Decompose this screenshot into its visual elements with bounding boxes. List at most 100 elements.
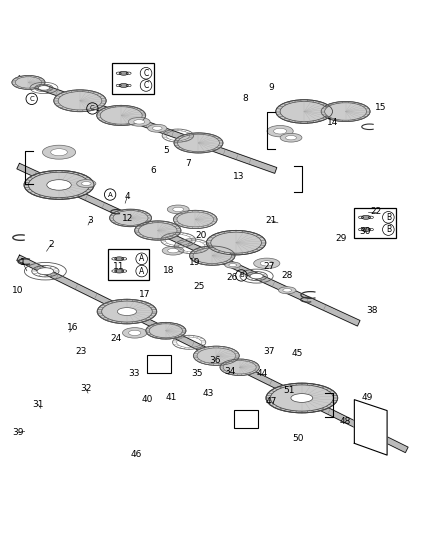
Bar — [112, 63, 153, 94]
Text: C: C — [29, 96, 34, 102]
Ellipse shape — [361, 215, 371, 219]
Bar — [108, 249, 149, 280]
Text: 35: 35 — [191, 369, 203, 378]
Ellipse shape — [134, 221, 181, 240]
Ellipse shape — [110, 209, 152, 227]
Ellipse shape — [102, 301, 152, 322]
Ellipse shape — [167, 205, 189, 214]
Ellipse shape — [223, 361, 256, 374]
Text: 6: 6 — [151, 166, 156, 175]
Polygon shape — [354, 400, 387, 455]
Text: 43: 43 — [202, 389, 214, 398]
Text: 2: 2 — [48, 240, 54, 249]
Text: 27: 27 — [264, 262, 275, 271]
Ellipse shape — [279, 287, 296, 294]
Ellipse shape — [168, 248, 179, 253]
Text: 13: 13 — [233, 173, 244, 182]
Text: 29: 29 — [336, 233, 347, 243]
Text: 39: 39 — [12, 428, 24, 437]
Ellipse shape — [197, 348, 236, 364]
Ellipse shape — [229, 264, 237, 266]
Ellipse shape — [173, 210, 217, 229]
Text: 44: 44 — [257, 369, 268, 378]
Ellipse shape — [193, 248, 232, 263]
Ellipse shape — [361, 228, 371, 231]
Text: 34: 34 — [224, 367, 236, 376]
Ellipse shape — [274, 128, 287, 134]
Text: C: C — [143, 81, 148, 90]
Ellipse shape — [134, 120, 145, 124]
Ellipse shape — [97, 106, 146, 125]
Text: 12: 12 — [122, 214, 133, 223]
Text: 25: 25 — [194, 281, 205, 290]
Text: 38: 38 — [366, 305, 378, 314]
Text: 1: 1 — [20, 257, 25, 266]
Ellipse shape — [283, 288, 292, 292]
Text: B: B — [386, 213, 391, 222]
Ellipse shape — [24, 171, 94, 199]
Polygon shape — [17, 76, 277, 173]
Text: 18: 18 — [163, 266, 174, 276]
Text: 40: 40 — [141, 395, 153, 404]
Ellipse shape — [291, 394, 313, 402]
Ellipse shape — [267, 125, 293, 137]
Ellipse shape — [77, 180, 96, 188]
Text: 45: 45 — [292, 349, 303, 358]
Ellipse shape — [129, 330, 141, 335]
Bar — [147, 355, 171, 374]
Ellipse shape — [123, 328, 147, 338]
Text: 33: 33 — [128, 369, 140, 378]
Text: 24: 24 — [111, 334, 122, 343]
Ellipse shape — [113, 211, 148, 225]
Ellipse shape — [190, 246, 235, 265]
Ellipse shape — [270, 385, 333, 411]
Ellipse shape — [174, 133, 223, 153]
Text: 47: 47 — [266, 397, 277, 406]
Ellipse shape — [149, 324, 182, 338]
Polygon shape — [17, 255, 408, 453]
Ellipse shape — [28, 172, 90, 198]
Text: 17: 17 — [139, 290, 151, 300]
Ellipse shape — [148, 124, 167, 132]
Ellipse shape — [321, 101, 370, 122]
Ellipse shape — [325, 103, 367, 120]
Text: 32: 32 — [80, 384, 92, 393]
Text: 3: 3 — [87, 216, 93, 225]
Text: A: A — [139, 266, 144, 276]
Text: 11: 11 — [113, 262, 124, 271]
Ellipse shape — [152, 126, 162, 130]
Ellipse shape — [58, 92, 102, 110]
Text: 49: 49 — [362, 393, 373, 402]
Ellipse shape — [115, 257, 124, 261]
Ellipse shape — [194, 346, 239, 365]
Text: 21: 21 — [266, 216, 277, 225]
Text: 28: 28 — [281, 271, 292, 280]
Bar — [234, 410, 258, 428]
Ellipse shape — [276, 100, 332, 123]
Text: 9: 9 — [268, 83, 274, 92]
Text: 5: 5 — [164, 146, 170, 155]
Text: A: A — [108, 191, 113, 198]
Text: 20: 20 — [196, 231, 207, 240]
Text: 10: 10 — [12, 286, 24, 295]
Text: 19: 19 — [189, 257, 201, 266]
Ellipse shape — [260, 261, 273, 266]
Ellipse shape — [138, 223, 177, 238]
Text: 26: 26 — [226, 273, 238, 282]
Ellipse shape — [206, 230, 266, 255]
Ellipse shape — [146, 322, 186, 339]
Ellipse shape — [250, 273, 263, 279]
Ellipse shape — [211, 232, 261, 253]
Text: C: C — [90, 106, 95, 111]
Bar — [354, 207, 396, 238]
Ellipse shape — [119, 84, 128, 87]
Ellipse shape — [220, 359, 259, 376]
Text: 15: 15 — [375, 103, 386, 111]
Ellipse shape — [173, 207, 184, 212]
Text: 36: 36 — [209, 356, 220, 365]
Text: 14: 14 — [327, 118, 338, 127]
Text: B: B — [239, 272, 244, 278]
Text: 51: 51 — [283, 386, 295, 395]
Text: 7: 7 — [186, 159, 191, 168]
Text: 23: 23 — [76, 347, 87, 356]
